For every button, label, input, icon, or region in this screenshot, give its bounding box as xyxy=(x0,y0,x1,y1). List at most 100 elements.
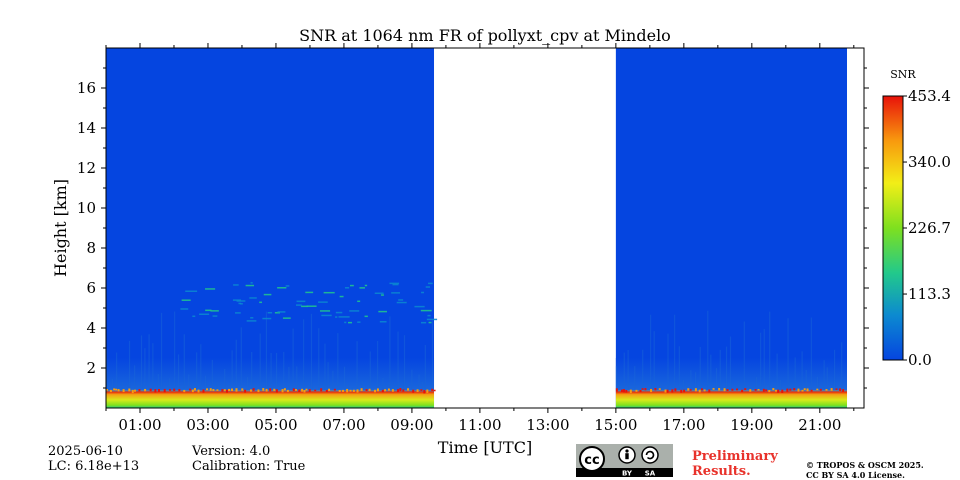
x-axis-label: Time [UTC] xyxy=(438,438,532,457)
boundary-layer-speckle xyxy=(275,389,278,393)
boundary-layer-speckle xyxy=(191,389,194,393)
y-tick-label: 4 xyxy=(86,319,96,337)
boundary-layer-speckle xyxy=(328,388,331,391)
signal-streak xyxy=(246,377,249,390)
signal-streak xyxy=(823,360,825,390)
signal-streak xyxy=(265,311,268,390)
signal-streak xyxy=(327,362,329,390)
sa-icon xyxy=(641,446,659,464)
heatmap-segment xyxy=(106,48,435,408)
aerosol-layer-mark xyxy=(321,314,332,317)
boundary-layer-speckle xyxy=(122,389,125,393)
copyright-line-2: CC BY SA 4.0 License. xyxy=(806,470,905,480)
copyright-notice: © TROPOS & OSCM 2025. CC BY SA 4.0 Licen… xyxy=(806,460,924,480)
signal-streak xyxy=(623,352,625,390)
colorbar-ticks: 0.0 113.3 226.7 340.0 453.4 xyxy=(903,87,951,369)
aerosol-layer-mark xyxy=(245,284,255,287)
boundary-layer-speckle xyxy=(314,389,317,392)
boundary-layer-speckle xyxy=(635,389,638,392)
aerosol-layer-mark xyxy=(239,303,243,305)
boundary-layer-speckle xyxy=(407,388,410,391)
aerosol-layer-mark xyxy=(335,316,338,318)
cc-by-label: BY xyxy=(622,470,633,478)
boundary-layer-speckle xyxy=(391,389,394,392)
signal-streak xyxy=(183,334,185,390)
boundary-layer-speckle xyxy=(754,388,757,391)
aerosol-layer-mark xyxy=(267,311,273,314)
signal-streak xyxy=(674,314,676,390)
boundary-layer-speckle xyxy=(412,389,415,393)
aerosol-layer-mark xyxy=(426,318,438,321)
boundary-layer-speckle xyxy=(209,388,212,391)
boundary-layer-speckle xyxy=(712,388,715,390)
signal-streak xyxy=(769,311,771,390)
boundary-layer-speckle xyxy=(835,388,838,390)
aerosol-layer-mark xyxy=(205,309,212,312)
aerosol-layer-mark xyxy=(262,317,272,320)
boundary-layer-speckle xyxy=(149,388,152,392)
aerosol-layer-mark xyxy=(374,292,384,295)
boundary-layer-speckle xyxy=(749,389,752,392)
boundary-layer-speckle xyxy=(349,389,352,392)
colorbar-tick-label: 226.7 xyxy=(908,219,951,237)
boundary-layer-speckle xyxy=(235,388,238,392)
boundary-layer-speckle xyxy=(698,389,701,393)
signal-streak xyxy=(805,369,807,390)
preliminary-notice: Preliminary Results. xyxy=(692,449,778,479)
signal-streak xyxy=(634,366,636,390)
aerosol-layer-mark xyxy=(349,284,354,287)
signal-streak xyxy=(168,378,170,390)
colorbar-label: SNR xyxy=(890,68,916,81)
boundary-layer-speckle xyxy=(793,388,796,391)
aerosol-layer-mark xyxy=(238,302,242,305)
signal-streak xyxy=(816,376,819,390)
boundary-layer-speckle xyxy=(781,389,784,393)
x-tick-label: 11:00 xyxy=(458,416,501,434)
signal-streak xyxy=(382,377,384,390)
boundary-layer-speckle xyxy=(777,389,780,393)
aerosol-layer-mark xyxy=(295,304,302,306)
boundary-layer-speckle xyxy=(399,388,402,392)
boundary-layer-speckle xyxy=(426,389,429,393)
signal-streak xyxy=(755,376,757,390)
boundary-layer-speckle xyxy=(252,388,255,391)
signal-streak xyxy=(841,342,843,390)
boundary-layer-speckle xyxy=(803,388,806,390)
signal-streak xyxy=(826,367,828,390)
aerosol-layer-mark xyxy=(414,305,425,308)
boundary-layer-speckle xyxy=(680,389,683,393)
aerosol-layer-mark xyxy=(181,299,191,301)
boundary-layer-speckle xyxy=(154,389,157,393)
boundary-layer-speckle xyxy=(163,388,166,393)
boundary-layer-speckle xyxy=(731,388,734,391)
boundary-layer-speckle xyxy=(762,388,765,392)
signal-streak xyxy=(699,346,701,390)
boundary-layer-speckle xyxy=(381,389,384,393)
lower-troposphere-band xyxy=(106,358,435,390)
boundary-layer-speckle xyxy=(338,389,341,392)
boundary-layer-speckle xyxy=(294,389,297,391)
aerosol-layer-mark xyxy=(420,309,432,312)
boundary-layer-speckle xyxy=(789,388,792,391)
footer-lc: LC: 6.18e+13 xyxy=(48,459,140,474)
boundary-layer-speckle xyxy=(262,388,265,391)
boundary-layer-speckle xyxy=(644,388,647,391)
boundary-layer-speckle xyxy=(819,388,822,391)
signal-streak xyxy=(794,357,796,390)
signal-streak xyxy=(351,387,353,390)
boundary-layer-speckle xyxy=(801,389,804,392)
boundary-layer-speckle xyxy=(325,389,328,393)
footer-date: 2025-06-10 xyxy=(48,444,123,459)
boundary-layer-speckle xyxy=(654,388,657,391)
boundary-layer-speckle xyxy=(206,388,209,391)
boundary-layer-speckle xyxy=(433,389,436,392)
aerosol-layer-mark xyxy=(301,305,308,308)
aerosol-layer-mark xyxy=(349,310,360,312)
aerosol-layer-mark xyxy=(425,286,431,288)
boundary-layer-speckle xyxy=(301,388,304,392)
preliminary-line-2: Results. xyxy=(692,464,751,479)
signal-streak xyxy=(421,381,423,390)
boundary-layer-speckle xyxy=(687,388,690,391)
boundary-layer-speckle xyxy=(109,389,112,393)
signal-streak xyxy=(833,349,836,390)
